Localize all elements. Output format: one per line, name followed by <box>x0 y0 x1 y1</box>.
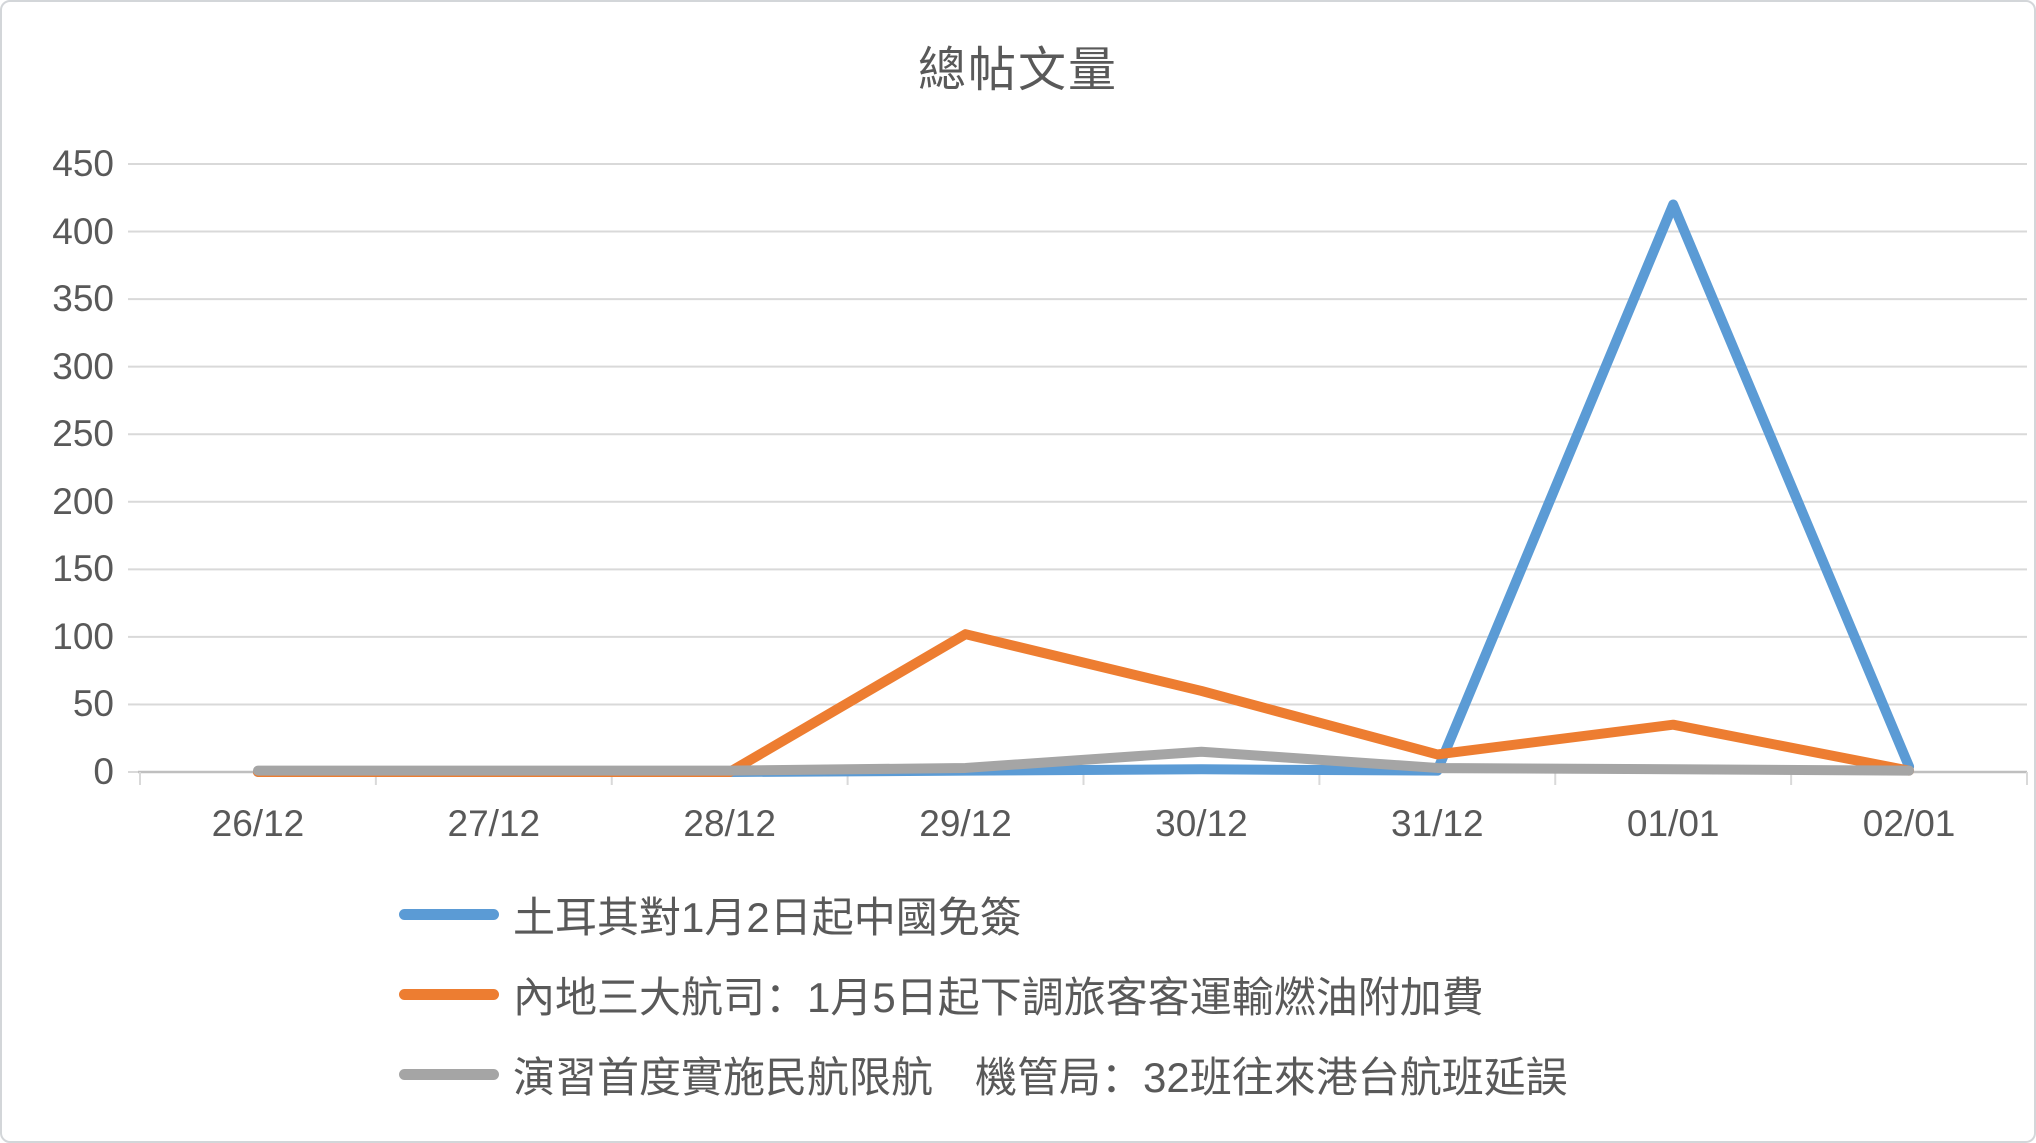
x-axis-tick-label: 29/12 <box>919 803 1012 844</box>
legend-item: 土耳其對1月2日起中國免簽 <box>399 874 1568 954</box>
legend-item: 內地三大航司：1月5日起下調旅客客運輸燃油附加費 <box>399 954 1568 1034</box>
x-axis-tick-label: 27/12 <box>447 803 541 844</box>
legend-label: 內地三大航司：1月5日起下調旅客客運輸燃油附加費 <box>513 973 1484 1021</box>
series-line-2 <box>252 746 1915 776</box>
x-axis-tick-label: 31/12 <box>1391 803 1484 844</box>
x-axis-tick-label: 26/12 <box>211 803 305 844</box>
x-axis-tick-label: 02/01 <box>1862 803 1956 844</box>
legend-item: 演習首度實施民航限航 機管局：32班往來港台航班延誤 <box>399 1034 1568 1114</box>
y-axis-tick-label: 0 <box>93 751 114 792</box>
x-axis-tick-label: 01/01 <box>1626 803 1720 844</box>
y-axis-tick-label: 450 <box>52 143 114 184</box>
legend-line-swatch <box>399 908 499 920</box>
series-line-1 <box>252 629 1915 777</box>
legend-label: 演習首度實施民航限航 機管局：32班往來港台航班延誤 <box>513 1053 1568 1101</box>
y-axis-tick-label: 300 <box>52 345 114 387</box>
legend-line-swatch <box>399 988 499 1000</box>
legend-label: 土耳其對1月2日起中國免簽 <box>513 893 1022 941</box>
chart-title: 總帖文量 <box>917 42 1118 98</box>
y-axis-tick-label: 250 <box>52 413 114 455</box>
y-axis-tick-label: 150 <box>52 548 114 590</box>
series-line-0 <box>252 199 1915 777</box>
x-axis-tick-label: 30/12 <box>1155 803 1248 844</box>
y-axis-tick-label: 50 <box>72 683 114 725</box>
y-axis-tick-label: 100 <box>52 615 114 657</box>
y-axis-tick-label: 200 <box>52 480 114 522</box>
legend-line-swatch <box>399 1068 499 1080</box>
y-axis-tick-label: 400 <box>52 210 114 252</box>
x-axis-tick-label: 28/12 <box>683 803 776 844</box>
legend: 土耳其對1月2日起中國免簽內地三大航司：1月5日起下調旅客客運輸燃油附加費演習首… <box>399 874 1568 1114</box>
y-axis-tick-label: 350 <box>52 278 114 320</box>
